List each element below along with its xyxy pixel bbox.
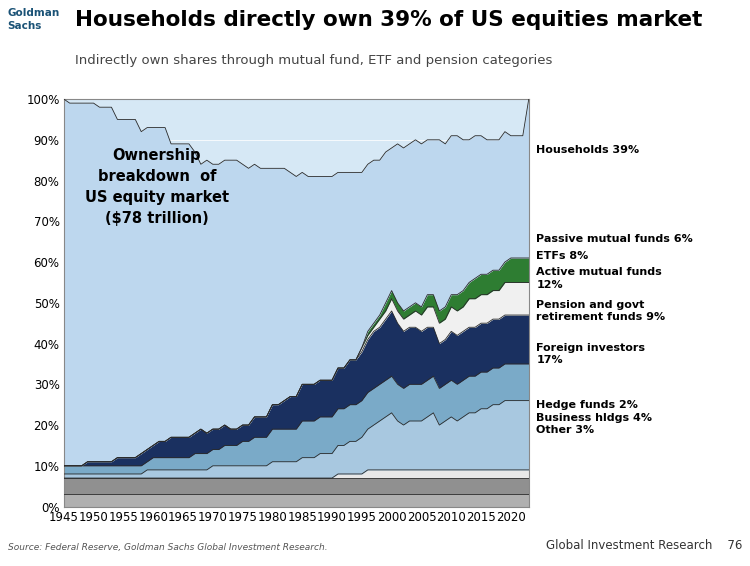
Text: Global Investment Research    76: Global Investment Research 76 [546, 539, 742, 552]
Text: ETFs 8%: ETFs 8% [536, 251, 589, 261]
Text: Passive mutual funds 6%: Passive mutual funds 6% [536, 234, 693, 244]
Text: Ownership
breakdown  of
US equity market
($78 trillion): Ownership breakdown of US equity market … [85, 148, 229, 226]
Text: Hedge funds 2%: Hedge funds 2% [536, 400, 638, 410]
Text: Indirectly own shares through mutual fund, ETF and pension categories: Indirectly own shares through mutual fun… [75, 54, 552, 67]
Text: Business hldgs 4%: Business hldgs 4% [536, 413, 652, 423]
Text: Households directly own 39% of US equities market: Households directly own 39% of US equiti… [75, 10, 702, 29]
Text: Source: Federal Reserve, Goldman Sachs Global Investment Research.: Source: Federal Reserve, Goldman Sachs G… [8, 543, 327, 552]
Text: Goldman
Sachs: Goldman Sachs [8, 8, 60, 31]
Text: Pension and govt
retirement funds 9%: Pension and govt retirement funds 9% [536, 300, 665, 323]
Text: Households 39%: Households 39% [536, 145, 639, 155]
Text: Other 3%: Other 3% [536, 425, 594, 435]
Text: Active mutual funds
12%: Active mutual funds 12% [536, 267, 662, 290]
Text: Foreign investors
17%: Foreign investors 17% [536, 342, 645, 365]
